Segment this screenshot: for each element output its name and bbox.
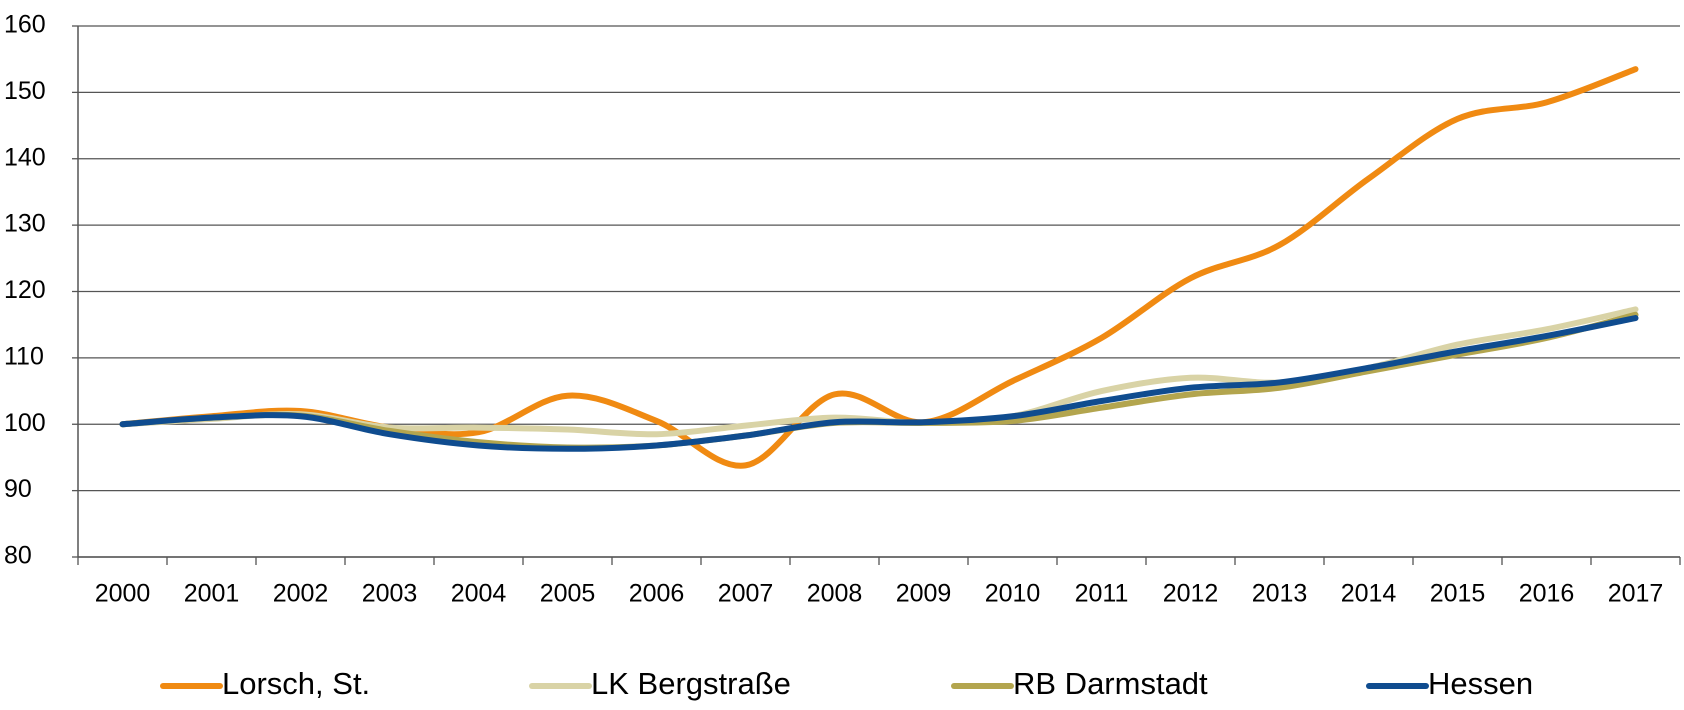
legend-label: Lorsch, St. (222, 666, 370, 701)
y-tick-label: 150 (4, 77, 46, 105)
x-tick-label: 2014 (1341, 580, 1397, 608)
x-tick-label: 2000 (95, 580, 151, 608)
y-tick-label: 100 (4, 409, 46, 437)
series-line (119, 306, 1639, 438)
x-tick-label: 2009 (896, 580, 952, 608)
y-tick-label: 140 (4, 143, 46, 171)
legend-label: Hessen (1428, 666, 1533, 701)
y-tick-label: 160 (4, 11, 46, 39)
y-tick-label: 90 (4, 475, 32, 503)
series-line (119, 315, 1639, 452)
x-tick-label: 2011 (1075, 580, 1129, 608)
x-tick-label: 2003 (362, 580, 418, 608)
x-tick-label: 2001 (184, 580, 240, 608)
x-tick-label: 2016 (1519, 580, 1575, 608)
legend-label: RB Darmstadt (1013, 666, 1208, 701)
x-tick-label: 2007 (718, 580, 774, 608)
x-tick-label: 2013 (1252, 580, 1308, 608)
x-tick-label: 2008 (807, 580, 863, 608)
legend-label: LK Bergstraße (591, 666, 791, 701)
x-tick-label: 2005 (540, 580, 596, 608)
x-tick-label: 2017 (1608, 580, 1664, 608)
x-tick-label: 2012 (1163, 580, 1219, 608)
y-tick-label: 130 (4, 210, 46, 238)
series-line (119, 66, 1639, 469)
x-tick-label: 2015 (1430, 580, 1486, 608)
y-tick-label: 120 (4, 276, 46, 304)
x-tick-label: 2002 (273, 580, 329, 608)
y-tick-label: 80 (4, 542, 32, 570)
y-tick-label: 110 (4, 342, 44, 370)
x-tick-label: 2006 (629, 580, 685, 608)
x-tick-label: 2010 (985, 580, 1041, 608)
x-tick-label: 2004 (451, 580, 507, 608)
